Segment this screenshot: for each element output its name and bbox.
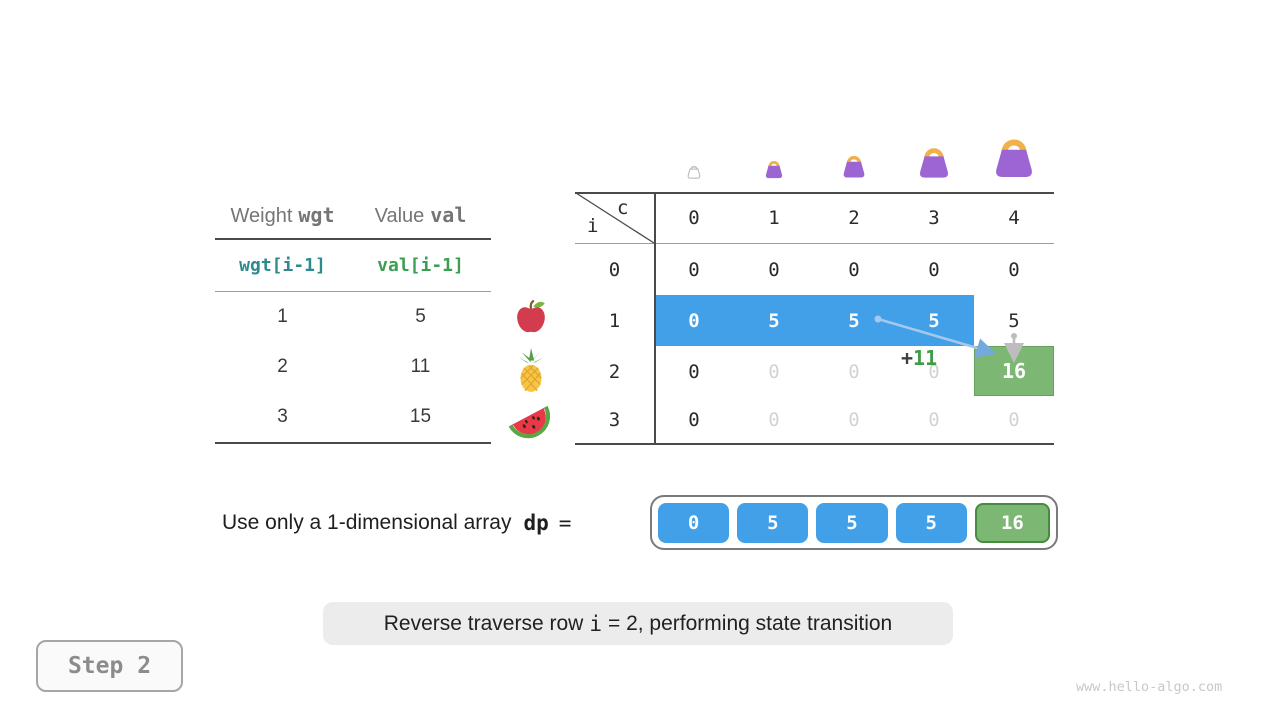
- col-label-0: 0: [688, 207, 700, 229]
- corner-label-i: i: [587, 215, 599, 237]
- item-weight: 3: [277, 406, 288, 427]
- dp-cell-3-1: 0: [768, 409, 780, 431]
- transition-add-value: +11: [901, 346, 937, 370]
- item-value: 5: [415, 306, 426, 327]
- dp-cell-3-2: 0: [848, 409, 860, 431]
- dp-cell-2-1: 0: [768, 360, 780, 383]
- dp-cell-0-0: 0: [688, 258, 700, 281]
- handbag-icon-capacity-1: [763, 158, 785, 180]
- dp-1d-array: 0 5 5 5 16: [650, 495, 1058, 550]
- dp-cell-0-3: 0: [928, 258, 940, 281]
- dp-variable: dp: [523, 511, 549, 535]
- step-caption: Reverse traverse row i = 2, performing s…: [323, 602, 953, 645]
- dp-cell-0-4: 0: [1008, 258, 1020, 281]
- dp-cell-2-3: 0: [928, 360, 940, 383]
- dp-cell-3-3: 0: [928, 409, 940, 431]
- watermark: www.hello-algo.com: [1076, 679, 1223, 695]
- item-value: 15: [409, 406, 432, 427]
- dp-cell-2-0: 0: [688, 360, 700, 383]
- item-weight: 1: [277, 306, 288, 327]
- handbag-icon-capacity-4: [989, 134, 1039, 180]
- item-row-2: 2 11: [215, 342, 491, 392]
- item-weight: 2: [277, 356, 288, 377]
- watermelon-icon: [506, 400, 552, 442]
- value-header-text: Value: [374, 204, 425, 227]
- table-border-top: [575, 192, 1054, 194]
- row-label-1: 1: [608, 309, 621, 332]
- col-label-1: 1: [768, 207, 780, 229]
- items-table-header: Weight wgt Value val: [215, 192, 491, 238]
- col-label-3: 3: [928, 207, 940, 229]
- value-column-header: Value val: [350, 203, 491, 228]
- dp-cell-2-2: 0: [848, 360, 860, 383]
- weight-header-text: Weight: [230, 204, 293, 227]
- handbag-icon-capacity-3: [915, 144, 953, 180]
- sentence-text: Use only a 1-dimensional array: [222, 511, 512, 534]
- divider: [215, 291, 491, 292]
- dp-array-cell-1: 5: [737, 502, 809, 543]
- dp-cell-0-2: 0: [848, 258, 860, 281]
- dp-cell-1-2: 5: [848, 309, 860, 332]
- dp-array-cell-3: 5: [895, 502, 967, 543]
- item-row-3: 3 15: [215, 392, 491, 442]
- dp-cell-1-0: 0: [688, 309, 700, 332]
- handbag-icon-capacity-2: [840, 152, 868, 180]
- dp-array-cell-4: 16: [974, 502, 1051, 543]
- pineapple-icon: [511, 348, 551, 394]
- dp-cell-1-4: 5: [1008, 309, 1020, 332]
- row-label-3: 3: [608, 409, 621, 431]
- items-table: Weight wgt Value val wgt[i-1] val[i-1] 1 5…: [215, 192, 491, 444]
- dp-cell-0-1: 0: [768, 258, 780, 281]
- wgt-code: wgt: [298, 202, 335, 227]
- apple-icon: [512, 298, 550, 336]
- caption-suffix: = 2, performing state transition: [607, 611, 893, 635]
- step-badge: Step 2: [36, 640, 183, 692]
- dp-cell-3-4: 0: [1008, 409, 1020, 431]
- dp-array-cell-2: 5: [816, 502, 888, 543]
- wgt-index-expr: wgt[i-1]: [239, 255, 326, 276]
- caption-prefix: Reverse traverse row: [383, 611, 584, 635]
- dp-cell-1-1: 5: [768, 309, 780, 332]
- label-divider: [654, 192, 656, 445]
- row-label-0: 0: [608, 258, 621, 281]
- added-value: 11: [913, 346, 938, 370]
- val-code: val: [430, 202, 467, 227]
- items-table-code-row: wgt[i-1] val[i-1]: [215, 240, 491, 291]
- corner-label-c: c: [617, 197, 629, 219]
- dp-array-sentence: Use only a 1-dimensional array dp =: [222, 505, 571, 541]
- col-label-4: 4: [1008, 207, 1020, 229]
- equals-sign: =: [558, 511, 572, 535]
- handbag-icon-capacity-0: [686, 163, 702, 180]
- divider: [215, 238, 491, 240]
- dp-array-cell-0: 0: [658, 502, 730, 543]
- col-label-2: 2: [848, 207, 860, 229]
- table-border-bottom: [575, 443, 1054, 445]
- divider: [215, 442, 491, 444]
- header-divider: [575, 243, 1054, 244]
- dp-cell-2-4: 16: [1001, 359, 1027, 383]
- dp-cell-1-3: 5: [928, 309, 940, 332]
- dp-table: c i 0 1 2 3 4 0 1 2 3 0 0 0 0 0 0 5 5 5 …: [575, 192, 1054, 445]
- dp-cell-3-0: 0: [688, 409, 700, 431]
- plus-sign: +: [901, 346, 914, 370]
- weight-column-header: Weight wgt: [215, 203, 350, 228]
- val-index-expr: val[i-1]: [377, 255, 464, 276]
- row-label-2: 2: [608, 360, 621, 383]
- item-value: 11: [410, 356, 431, 377]
- item-row-1: 1 5: [215, 292, 491, 342]
- corner-diagonal: [575, 192, 655, 244]
- caption-i-variable: i: [589, 611, 602, 636]
